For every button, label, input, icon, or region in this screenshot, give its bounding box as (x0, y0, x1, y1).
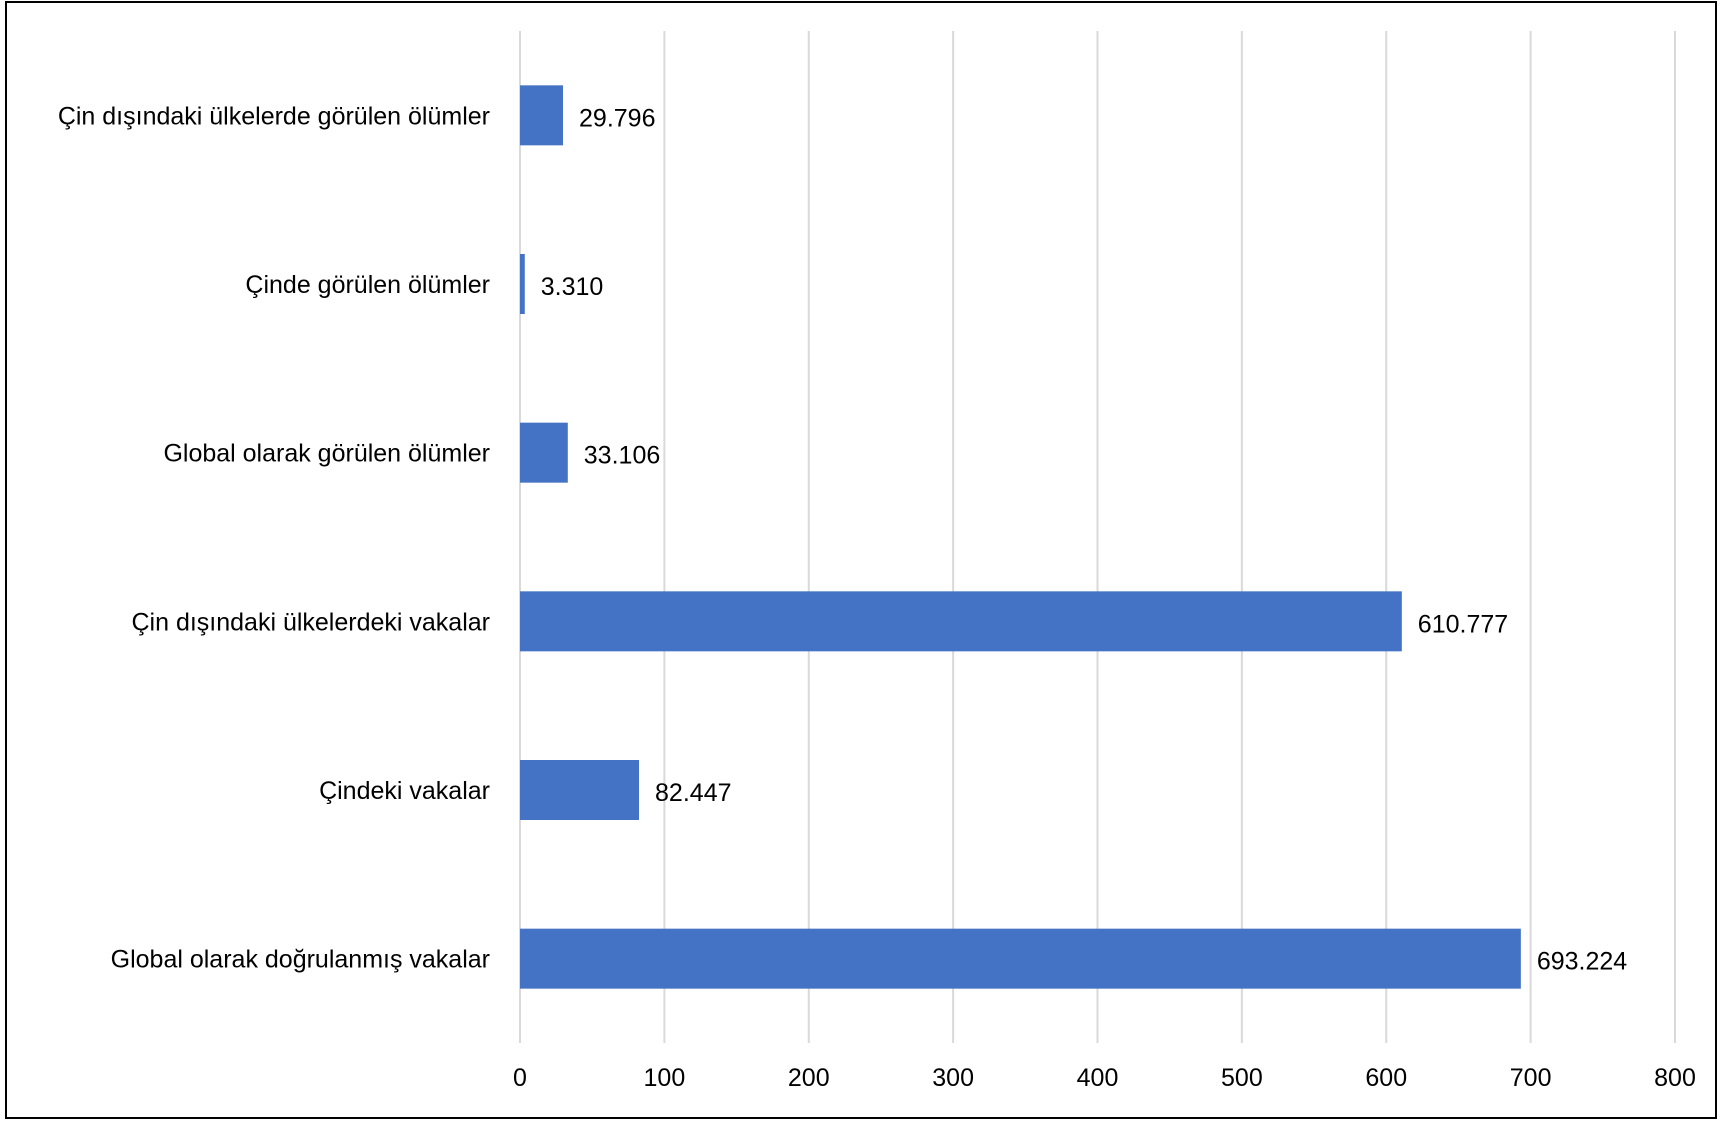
data-label: 610.777 (1418, 610, 1508, 638)
data-label: 3.310 (541, 273, 604, 301)
data-label: 33.106 (584, 442, 660, 470)
category-label: Çin dışındaki ülkelerde görülen ölümler (58, 102, 490, 130)
x-tick-label: 600 (1365, 1064, 1407, 1092)
x-tick-label: 800 (1654, 1064, 1696, 1092)
x-tick-label: 300 (932, 1064, 974, 1092)
x-tick-label: 700 (1510, 1064, 1552, 1092)
category-label: Global olarak doğrulanmış vakalar (111, 946, 490, 974)
x-tick-label: 100 (644, 1064, 686, 1092)
gridlines (519, 31, 1676, 1043)
bar (520, 760, 640, 820)
x-tick-label: 0 (513, 1064, 527, 1092)
bar (520, 254, 525, 314)
data-label: 693.224 (1537, 948, 1627, 976)
data-label: 82.447 (655, 779, 731, 807)
bar (520, 85, 564, 146)
category-label: Çin dışındaki ülkelerdeki vakalar (131, 608, 490, 636)
x-tick-label: 400 (1077, 1064, 1119, 1092)
chart-frame: 0 100 200 300 400 500 600 700 800 Çin dışındaki ü… (5, 1, 1717, 1119)
data-label: 29.796 (579, 104, 655, 132)
bar-chart: 0 100 200 300 400 500 600 700 800 Çin dışındaki ü… (58, 31, 1696, 1092)
labels: 0 100 200 300 400 500 600 700 800 Çin dışındaki ü… (58, 102, 1696, 1092)
category-label: Çinde görülen ölümler (245, 271, 490, 299)
x-tick-label: 200 (788, 1064, 830, 1092)
bars (520, 85, 1521, 989)
bar (520, 591, 1402, 652)
category-label: Global olarak görülen ölümler (163, 440, 490, 468)
bar (520, 928, 1521, 989)
category-label: Çindeki vakalar (319, 777, 490, 805)
bar (520, 422, 568, 483)
x-tick-label: 500 (1221, 1064, 1263, 1092)
